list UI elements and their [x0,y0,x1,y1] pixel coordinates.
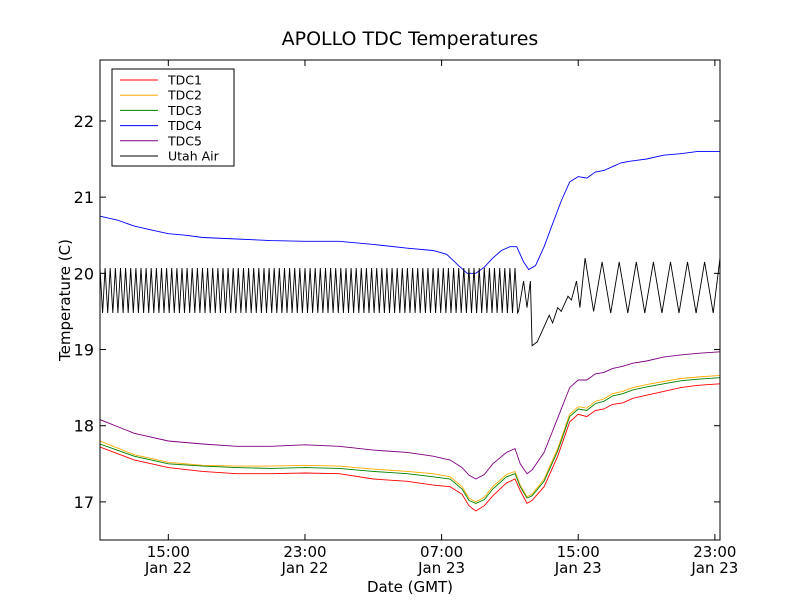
legend-label: TDC3 [167,103,202,118]
x-tick-time-label: 23:00 [693,543,736,561]
series-line-utah-air [100,258,720,347]
legend-label: TDC5 [167,133,202,148]
x-tick-time-label: 23:00 [283,543,326,561]
plot-frame [99,59,721,541]
series-line-tdc3 [100,377,720,504]
x-tick-date-label: Jan 23 [690,559,738,577]
series-line-tdc5 [100,351,720,480]
legend-label: Utah Air [168,149,220,164]
series-group [100,150,720,512]
x-tick-time-label: 15:00 [557,543,600,561]
legend-label: TDC1 [167,73,202,88]
chart-title: APOLLO TDC Temperatures [282,28,539,50]
x-tick-date-label: Jan 23 [417,559,465,577]
series-line-tdc1 [100,383,720,512]
x-tick-date-label: Jan 22 [280,559,328,577]
series-line-tdc4 [100,150,720,274]
y-tick-label: 19 [74,341,94,360]
y-tick-label: 18 [74,417,94,436]
legend-box [111,68,235,167]
x-tick-time-label: 15:00 [147,543,190,561]
y-tick-label: 17 [74,493,94,512]
x-tick-time-label: 07:00 [420,543,463,561]
x-axis-label: Date (GMT) [367,578,453,596]
legend-label: TDC2 [167,88,202,103]
y-tick-label: 22 [74,112,94,131]
x-tick-date-label: Jan 23 [554,559,602,577]
y-axis-label: Temperature (C) [56,239,74,362]
x-tick-date-label: Jan 22 [144,559,192,577]
y-tick-label: 21 [74,188,94,207]
series-line-tdc2 [100,374,720,503]
legend-label: TDC4 [167,118,202,133]
y-tick-label: 20 [74,264,94,283]
